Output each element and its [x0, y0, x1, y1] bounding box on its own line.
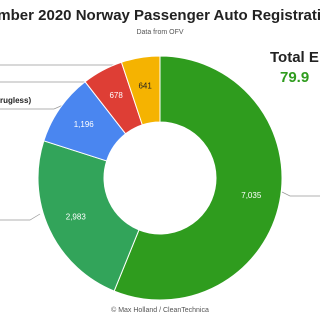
- leader-line: [0, 213, 41, 221]
- value-label: 2,983: [66, 213, 87, 222]
- leader-line: [281, 191, 320, 197]
- value-label: 7,035: [241, 191, 262, 200]
- slice: [120, 55, 161, 126]
- total-value: 79.9: [280, 69, 309, 86]
- value-label: 1,196: [74, 120, 95, 129]
- legend-label: rugless): [0, 96, 31, 105]
- chart-subtitle: Data from OFV: [136, 29, 183, 36]
- footer: © Max Holland / CleanTechnica: [111, 306, 209, 314]
- value-label: 641: [138, 81, 152, 90]
- donut: 7,035 2,983 1,196 678 641: [37, 55, 283, 301]
- total-label: Total E: [270, 49, 319, 66]
- slice: [113, 55, 283, 301]
- slice: [37, 140, 140, 292]
- chart-title: vember 2020 Norway Passenger Auto Regist…: [0, 7, 320, 24]
- value-label: 678: [109, 91, 123, 100]
